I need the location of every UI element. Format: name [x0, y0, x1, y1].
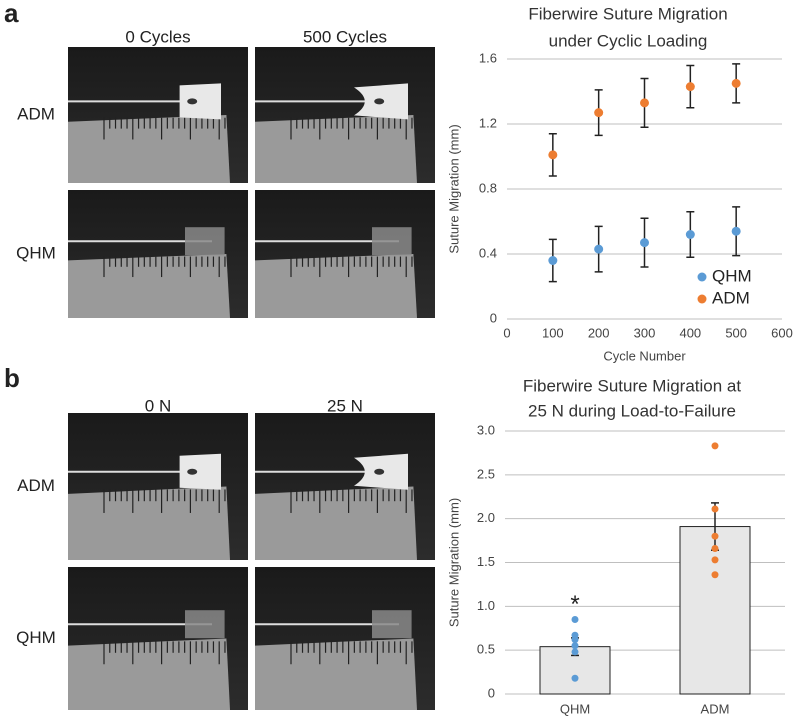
row-label: QHM — [16, 628, 56, 647]
ruler — [68, 115, 230, 183]
x-tick-label: 500 — [725, 325, 747, 340]
data-point — [711, 442, 719, 450]
ruler — [255, 638, 417, 710]
ruler — [255, 115, 417, 183]
panel-label: b — [4, 363, 20, 393]
tissue — [179, 453, 221, 490]
data-point — [594, 244, 604, 254]
legend-label: QHM — [712, 266, 752, 285]
chart-title: under Cyclic Loading — [549, 31, 708, 50]
tissue — [372, 227, 412, 256]
data-point — [571, 642, 579, 650]
photo — [255, 47, 435, 183]
y-axis-label: Suture Migration (mm) — [446, 498, 461, 627]
y-tick-label: 0.8 — [479, 180, 497, 195]
x-tick-label: 200 — [588, 325, 610, 340]
data-point — [640, 238, 649, 248]
tissue — [185, 610, 225, 639]
x-axis-label: Cycle Number — [603, 348, 686, 363]
photo — [68, 413, 248, 560]
data-point — [571, 648, 579, 656]
column-header: 500 Cycles — [303, 27, 387, 46]
tissue-hole — [374, 468, 385, 475]
y-tick-label: 2.5 — [477, 466, 495, 481]
tissue — [179, 83, 221, 120]
data-point — [711, 532, 719, 540]
y-tick-label: 0 — [488, 685, 495, 700]
chart-title: Fiberwire Suture Migration at — [523, 376, 742, 395]
panel-label: a — [4, 0, 19, 28]
data-point — [571, 615, 579, 623]
legend-label: ADM — [712, 288, 750, 307]
column-header: 25 N — [327, 396, 363, 415]
y-axis-label: Suture Migration (mm) — [446, 124, 461, 253]
x-tick-label: 100 — [542, 325, 564, 340]
data-point — [548, 256, 558, 265]
tissue-hole — [187, 98, 198, 105]
y-tick-label: 3.0 — [477, 422, 495, 437]
data-point — [571, 674, 579, 682]
photo — [255, 190, 435, 318]
photo — [255, 567, 435, 710]
y-tick-label: 0 — [490, 310, 497, 325]
photo — [68, 47, 248, 183]
x-tick-label: 300 — [634, 325, 656, 340]
tissue — [372, 610, 412, 639]
data-point — [571, 631, 579, 639]
y-tick-label: 1.0 — [477, 598, 495, 613]
data-point — [711, 505, 719, 513]
legend-marker — [697, 272, 707, 282]
data-point — [640, 98, 649, 108]
annotation: * — [570, 591, 579, 618]
y-tick-label: 0.5 — [477, 642, 495, 657]
row-label: QHM — [16, 243, 56, 262]
data-point — [685, 230, 695, 239]
row-label: ADM — [17, 104, 55, 123]
y-tick-label: 0.4 — [479, 245, 497, 260]
photo-panels — [68, 47, 435, 710]
ruler — [68, 486, 230, 560]
data-point — [731, 226, 741, 236]
x-tick-label: ADM — [701, 701, 730, 716]
legend-marker — [697, 294, 707, 304]
data-point — [711, 544, 719, 552]
x-tick-label: 400 — [679, 325, 701, 340]
ruler — [255, 486, 417, 560]
photo — [255, 413, 435, 560]
column-header: 0 N — [145, 396, 171, 415]
data-point — [685, 82, 695, 92]
photo — [68, 567, 248, 710]
ruler — [68, 254, 230, 318]
data-point — [711, 556, 719, 564]
y-tick-label: 1.2 — [479, 115, 497, 130]
data-point — [711, 571, 719, 579]
ruler — [255, 254, 417, 318]
x-tick-label: 0 — [503, 325, 510, 340]
x-tick-label: 600 — [771, 325, 793, 340]
tissue — [185, 227, 225, 256]
row-label: ADM — [17, 476, 55, 495]
chart-title: 25 N during Load-to-Failure — [528, 401, 736, 420]
x-tick-label: QHM — [560, 701, 590, 716]
data-point — [731, 78, 741, 88]
y-tick-label: 1.6 — [479, 50, 497, 65]
column-header: 0 Cycles — [125, 27, 190, 46]
ruler — [68, 638, 230, 710]
chart-title: Fiberwire Suture Migration — [528, 4, 727, 23]
tissue-hole — [374, 98, 385, 105]
tissue-hole — [187, 468, 198, 475]
data-point — [594, 108, 604, 118]
photo — [68, 190, 248, 318]
bar — [679, 526, 751, 695]
y-tick-label: 1.5 — [477, 554, 495, 569]
y-tick-label: 2.0 — [477, 510, 495, 525]
data-point — [548, 150, 558, 160]
